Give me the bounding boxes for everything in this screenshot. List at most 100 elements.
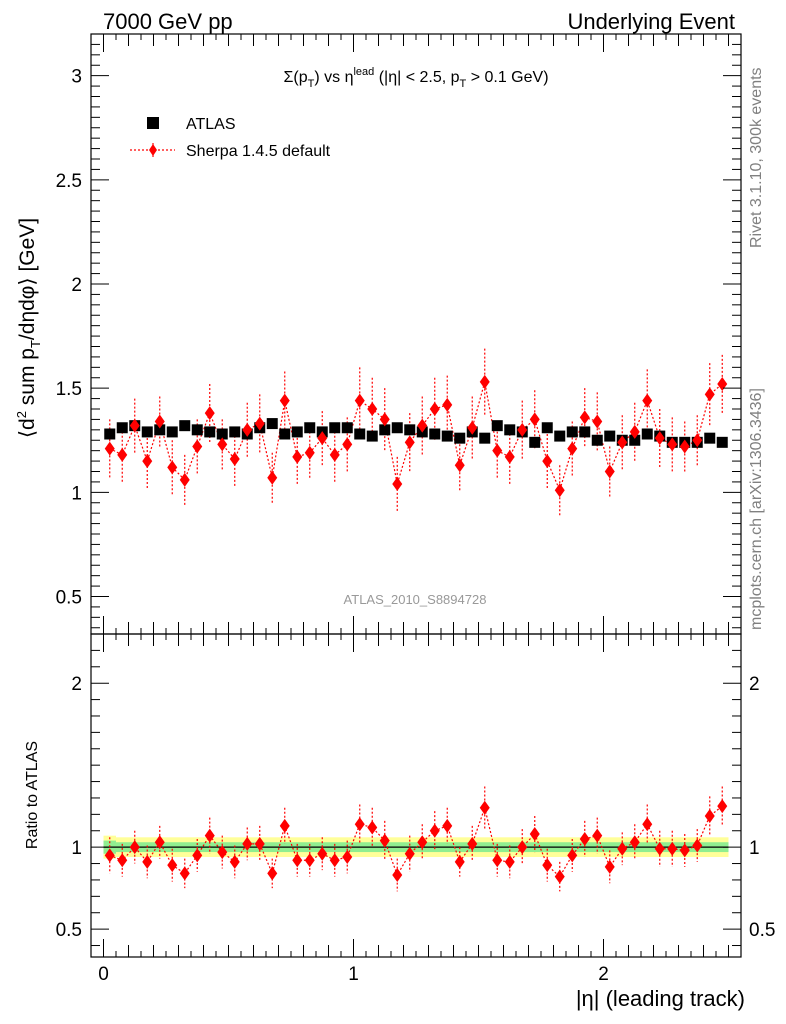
atlas-point bbox=[591, 434, 603, 446]
ratio-sherpa-point bbox=[192, 848, 203, 863]
sherpa-point bbox=[567, 441, 578, 456]
ratio-sherpa-point bbox=[417, 835, 428, 850]
atlas-point bbox=[491, 420, 503, 432]
ratio-sherpa-point bbox=[604, 859, 615, 874]
legend-sherpa-label: Sherpa 1.4.5 default bbox=[186, 143, 331, 160]
sherpa-point bbox=[167, 460, 178, 475]
sherpa-point bbox=[304, 445, 315, 460]
legend-sherpa-marker bbox=[149, 144, 157, 156]
ratio-sherpa-point bbox=[104, 848, 115, 863]
y-axis-label: ⟨d2 sum pT/dηdφ⟩ [GeV] bbox=[14, 218, 43, 438]
atlas-point bbox=[329, 422, 341, 434]
analysis-watermark: ATLAS_2010_S8894728 bbox=[344, 592, 487, 607]
atlas-point bbox=[379, 424, 391, 436]
sherpa-point bbox=[154, 414, 165, 429]
ratio-sherpa-point bbox=[504, 854, 515, 869]
sherpa-point bbox=[129, 418, 140, 433]
header-left: 7000 GeV pp bbox=[103, 9, 233, 34]
atlas-point bbox=[166, 426, 178, 438]
atlas-point bbox=[504, 424, 516, 436]
sherpa-point bbox=[342, 437, 353, 452]
sherpa-point bbox=[192, 439, 203, 454]
sherpa-point bbox=[617, 435, 628, 450]
atlas-point bbox=[191, 424, 203, 436]
ratio-sherpa-point bbox=[242, 836, 253, 851]
atlas-point bbox=[391, 422, 403, 434]
sherpa-point bbox=[279, 393, 290, 408]
sherpa-point bbox=[329, 447, 340, 462]
ratio-sherpa-point bbox=[717, 799, 728, 814]
ratio-sherpa-point bbox=[154, 835, 165, 850]
sherpa-point bbox=[542, 454, 553, 469]
sherpa-point bbox=[504, 449, 515, 464]
atlas-point bbox=[116, 422, 128, 434]
ratio-y-axis-label: Ratio to ATLAS bbox=[24, 741, 41, 849]
atlas-point bbox=[541, 422, 553, 434]
atlas-point bbox=[366, 430, 378, 442]
ratio-sherpa-point bbox=[567, 848, 578, 863]
sherpa-point bbox=[654, 431, 665, 446]
sherpa-point bbox=[117, 447, 128, 462]
ratio-sherpa-point bbox=[267, 866, 278, 881]
ratio-sherpa-point bbox=[642, 817, 653, 832]
sherpa-point bbox=[242, 422, 253, 437]
ratio-y-tick-label: 0.5 bbox=[56, 920, 82, 941]
ratio-marks bbox=[104, 786, 728, 892]
sherpa-point bbox=[704, 387, 715, 402]
sherpa-point bbox=[492, 443, 503, 458]
sherpa-point bbox=[217, 437, 228, 452]
ratio-y-tick-label: 2 bbox=[71, 674, 82, 695]
sherpa-point bbox=[554, 483, 565, 498]
atlas-point bbox=[454, 432, 466, 444]
atlas-point bbox=[579, 426, 591, 438]
sherpa-point bbox=[254, 416, 265, 431]
sherpa-point bbox=[292, 449, 303, 464]
ratio-sherpa-point bbox=[704, 808, 715, 823]
sherpa-point bbox=[517, 422, 528, 437]
atlas-point bbox=[179, 420, 191, 432]
ratio-sherpa-point bbox=[579, 831, 590, 846]
sherpa-point bbox=[204, 406, 215, 421]
ratio-y-tick-label: 1 bbox=[71, 838, 82, 859]
header-right: Underlying Event bbox=[567, 9, 735, 34]
ratio-sherpa-point bbox=[379, 833, 390, 848]
legend: ATLAS Sherpa 1.4.5 default bbox=[130, 116, 331, 160]
ratio-sherpa-point bbox=[342, 849, 353, 864]
atlas-point bbox=[141, 426, 153, 438]
ratio-plot-frame bbox=[90, 633, 742, 958]
sherpa-point bbox=[679, 439, 690, 454]
ratio-sherpa-point bbox=[517, 840, 528, 855]
atlas-point bbox=[229, 426, 241, 438]
atlas-point bbox=[279, 428, 291, 440]
main-marks bbox=[104, 348, 728, 516]
ratio-sherpa-point bbox=[667, 841, 678, 856]
atlas-point bbox=[529, 436, 541, 448]
ratio-sherpa-point bbox=[254, 836, 265, 851]
ratio-sherpa-point bbox=[654, 841, 665, 856]
ratio-sherpa-point bbox=[317, 846, 328, 861]
sherpa-point bbox=[417, 418, 428, 433]
sherpa-point bbox=[642, 393, 653, 408]
ratio-sherpa-point bbox=[679, 843, 690, 858]
atlas-point bbox=[154, 424, 166, 436]
atlas-point bbox=[566, 426, 578, 438]
legend-atlas-label: ATLAS bbox=[186, 116, 236, 133]
ratio-sherpa-point bbox=[279, 818, 290, 833]
ratio-sherpa-point bbox=[692, 838, 703, 853]
atlas-point bbox=[304, 422, 316, 434]
x-axis-label: |η| (leading track) bbox=[576, 986, 745, 1011]
atlas-point bbox=[354, 428, 366, 440]
ratio-sherpa-point bbox=[629, 835, 640, 850]
ratio-sherpa-point bbox=[404, 846, 415, 861]
ratio-sherpa-point bbox=[117, 853, 128, 868]
atlas-point bbox=[479, 432, 491, 444]
atlas-point bbox=[291, 426, 303, 438]
atlas-point bbox=[204, 426, 216, 438]
sherpa-point bbox=[392, 477, 403, 491]
sherpa-point bbox=[692, 433, 703, 448]
sherpa-point bbox=[579, 410, 590, 425]
sherpa-point bbox=[442, 397, 453, 412]
sherpa-point bbox=[629, 424, 640, 439]
atlas-point bbox=[266, 418, 278, 430]
